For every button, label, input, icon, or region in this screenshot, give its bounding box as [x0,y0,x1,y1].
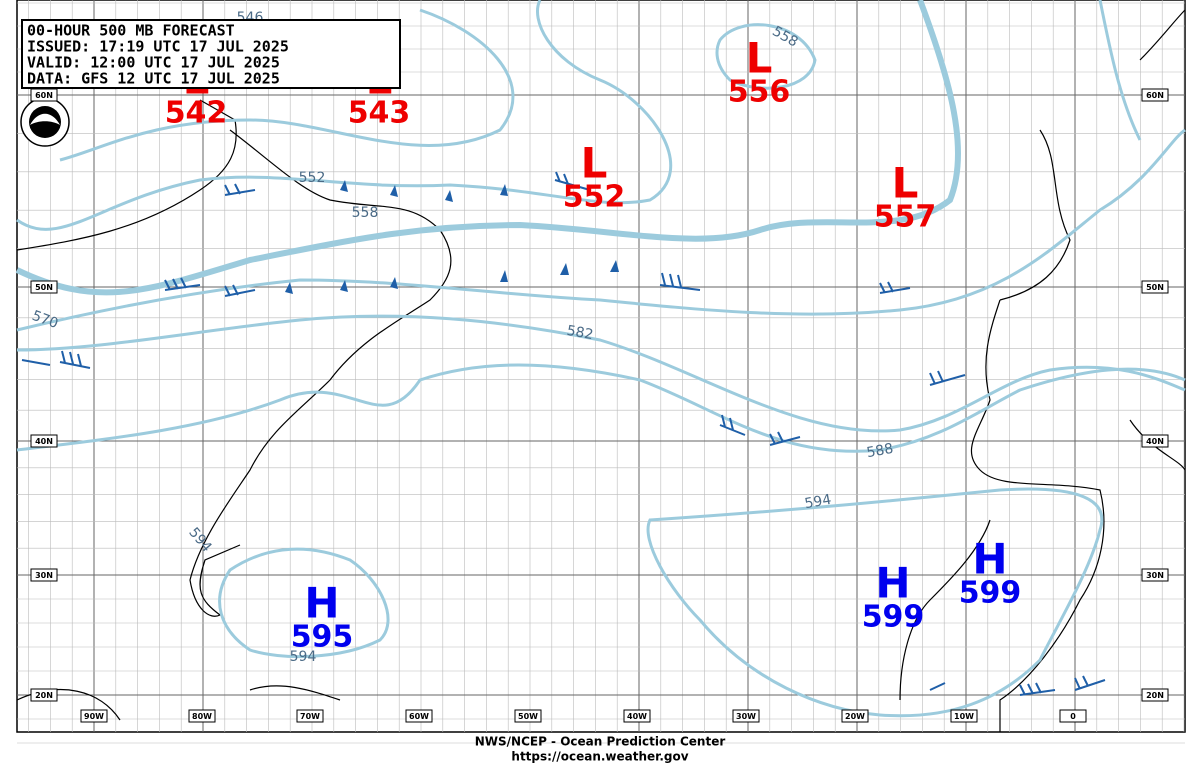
center-symbol: L [892,159,919,208]
header-line: 00-HOUR 500 MB FORECAST [27,22,235,40]
latitude-label: 60N [35,91,53,100]
header-line: ISSUED: 17:19 UTC 17 JUL 2025 [27,38,289,56]
contour [1098,0,1142,141]
latitude-label: 50N [35,283,53,292]
center-symbol: L [581,139,608,188]
label-box [623,709,651,723]
header-line: DATA: GFS 12 UTC 17 JUL 2025 [27,70,280,88]
longitude-label: 60W [409,712,429,721]
label-box [1141,88,1169,102]
contour [15,0,962,296]
contour [16,0,673,231]
label-box [950,709,978,723]
longitude-label: 10W [954,712,974,721]
coastline [16,99,452,617]
header-box [21,19,401,89]
center-symbol: H [304,579,339,628]
contour [646,487,1104,718]
contour [16,363,1186,453]
label-box [405,709,433,723]
latitude-label: 30N [35,571,53,580]
label-box [30,688,58,702]
contour-label: 594 [803,492,832,512]
label-box [296,709,324,723]
label-box [1059,709,1087,723]
header-line: VALID: 12:00 UTC 17 JUL 2025 [27,54,280,72]
longitude-label: 20W [845,712,865,721]
contour-label: 594 [290,649,317,665]
footer-link: https://ocean.weather.gov [511,750,688,764]
latitude-label: 40N [1146,437,1164,446]
longitude-label: 50W [518,712,538,721]
label-box [1141,688,1169,702]
label-box [841,709,869,723]
contour-label: 588 [865,441,894,461]
label-box [30,434,58,448]
coastlines [16,9,1186,732]
label-box [30,280,58,294]
label-box [1141,568,1169,582]
height-contours [15,0,1186,718]
center-value: 557 [874,200,937,235]
longitude-label: 40W [627,712,647,721]
longitude-label: 0 [1070,712,1076,721]
latitude-label: 20N [1146,691,1164,700]
center-value: 556 [728,75,791,110]
longitude-label: 70W [300,712,320,721]
label-box [1141,434,1169,448]
contour-label: 582 [565,323,594,343]
noaa-logo [20,97,70,147]
longitude-label: 30W [736,712,756,721]
contour [16,128,1186,332]
coastline [899,9,1186,732]
center-value: 542 [165,96,228,131]
center-value: 543 [348,96,411,131]
longitude-label: 90W [84,712,104,721]
contour [715,23,817,90]
contour [218,547,390,659]
label-box [1141,280,1169,294]
contour [16,314,1186,433]
latitude-label: 20N [35,691,53,700]
longitude-label: 80W [192,712,212,721]
latitude-label: 40N [35,437,53,446]
center-symbol: L [746,34,773,83]
center-value: 599 [959,576,1022,611]
contour-label: 552 [299,170,326,186]
label-box [30,568,58,582]
footer-line: NWS/NCEP - Ocean Prediction Center [475,735,726,749]
center-symbol: H [972,535,1007,584]
contour-label: 558 [352,205,379,221]
wind-barbs [21,171,1106,696]
label-box [188,709,216,723]
center-symbol: H [875,559,910,608]
center-value: 595 [291,620,354,655]
center-value: 552 [563,180,626,215]
center-value: 599 [862,600,925,635]
latitude-label: 60N [1146,91,1164,100]
label-box [514,709,542,723]
latitude-label: 30N [1146,571,1164,580]
latitude-label: 50N [1146,283,1164,292]
label-box [80,709,108,723]
label-box [732,709,760,723]
contour [59,8,515,162]
